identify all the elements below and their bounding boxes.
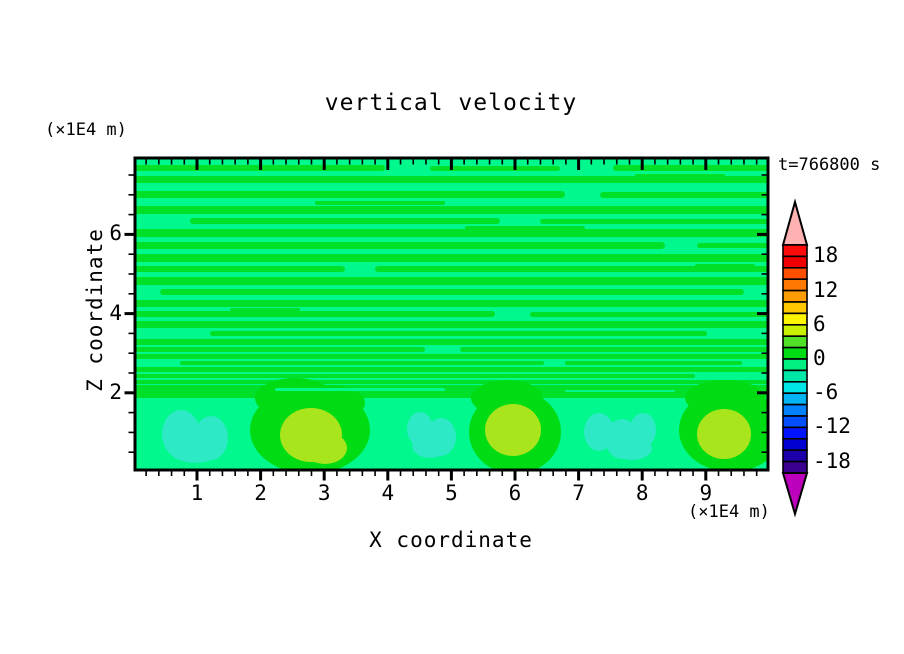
streak bbox=[135, 229, 768, 237]
x-tick-label: 8 bbox=[635, 481, 649, 505]
band-slits bbox=[275, 388, 675, 392]
slit bbox=[275, 388, 445, 391]
streak bbox=[210, 331, 707, 336]
colorbar-tick-label: 6 bbox=[813, 311, 826, 336]
colorbar-segment bbox=[782, 244, 808, 258]
y-tick-label: 4 bbox=[109, 300, 122, 325]
colorbar-segment bbox=[782, 437, 808, 451]
x-tick-label: 2 bbox=[254, 481, 267, 505]
streak bbox=[190, 218, 500, 224]
colorbar-segment bbox=[782, 278, 808, 292]
updraft-core bbox=[485, 404, 541, 456]
streak bbox=[600, 192, 768, 198]
x-axis-unit-label: (×1E4 m) bbox=[688, 502, 770, 522]
streak bbox=[180, 361, 544, 365]
colorbar-segment bbox=[782, 426, 808, 440]
colorbar-tick-label: 18 bbox=[813, 243, 839, 268]
updraft-core bbox=[697, 409, 751, 459]
streak bbox=[135, 339, 768, 345]
downdraft bbox=[612, 436, 652, 460]
streak bbox=[230, 308, 300, 311]
colorbar-segment bbox=[782, 460, 808, 474]
colorbar-tick-label: 0 bbox=[813, 346, 826, 370]
streak bbox=[135, 367, 768, 372]
streak bbox=[613, 165, 768, 171]
streak bbox=[460, 347, 768, 352]
streak bbox=[135, 191, 565, 198]
colorbar-arrow-down bbox=[781, 472, 809, 518]
x-tick-label: 5 bbox=[445, 481, 458, 505]
colorbar-segment bbox=[782, 392, 808, 406]
streak bbox=[135, 300, 768, 307]
streak bbox=[540, 219, 768, 224]
axis-ticks bbox=[124, 159, 767, 481]
colorbar-segment bbox=[782, 403, 808, 417]
plot-frame bbox=[133, 156, 770, 472]
streak bbox=[565, 361, 742, 365]
x-tick-label: 9 bbox=[699, 481, 713, 505]
streak bbox=[135, 354, 768, 359]
y-tick-label: 2 bbox=[109, 379, 122, 404]
colorbar-segment bbox=[782, 380, 808, 394]
contour-field bbox=[135, 158, 768, 470]
x-tick-label: 6 bbox=[508, 481, 522, 505]
colorbar-segment bbox=[782, 266, 808, 280]
downdraft bbox=[412, 434, 448, 458]
colorbar-tick-label: -12 bbox=[813, 414, 851, 439]
streak bbox=[135, 277, 768, 285]
colorbar-arrow-up bbox=[781, 198, 809, 246]
colorbar-segment bbox=[782, 369, 808, 383]
x-tick-label: 3 bbox=[317, 481, 331, 505]
streak bbox=[530, 312, 768, 317]
streak bbox=[315, 201, 445, 205]
colorbar-segment bbox=[782, 415, 808, 429]
colorbar-segment bbox=[782, 312, 808, 326]
streak bbox=[135, 374, 695, 378]
streak bbox=[375, 266, 768, 272]
streak bbox=[160, 289, 744, 295]
updraft-core bbox=[303, 432, 347, 464]
colorbar-segment bbox=[782, 335, 808, 349]
colorbar-segment bbox=[782, 449, 808, 463]
streak bbox=[135, 206, 768, 214]
streak bbox=[135, 311, 495, 317]
streak bbox=[135, 321, 768, 328]
colorbar-segment bbox=[782, 323, 808, 337]
updraft bbox=[685, 380, 765, 416]
x-tick-label: 7 bbox=[572, 481, 585, 505]
streak bbox=[465, 226, 585, 229]
colorbar-tick-label: -6 bbox=[813, 380, 839, 405]
downdraft-cells bbox=[162, 410, 656, 463]
y-tick-label: 6 bbox=[109, 221, 122, 246]
colorbar-segment bbox=[782, 301, 808, 315]
streak bbox=[697, 243, 768, 248]
y-axis-unit-label: (×1E4 m) bbox=[45, 120, 127, 140]
slit bbox=[565, 390, 675, 392]
plot-title: vertical velocity bbox=[324, 90, 578, 116]
colorbar-segment bbox=[782, 289, 808, 303]
colorbar-segment bbox=[782, 346, 808, 360]
colorbar-segment bbox=[782, 255, 808, 269]
streak bbox=[135, 347, 425, 352]
downdraft bbox=[169, 435, 221, 463]
colorbar bbox=[781, 198, 809, 518]
updraft-cores bbox=[280, 404, 751, 464]
x-tick-label: 1 bbox=[190, 481, 204, 505]
x-axis-title: X coordinate bbox=[369, 528, 533, 552]
streak bbox=[135, 176, 768, 183]
colorbar-tick-label: 12 bbox=[813, 277, 839, 302]
time-label: t=766800 s bbox=[778, 155, 881, 175]
streak bbox=[135, 242, 665, 249]
streak bbox=[135, 266, 345, 272]
colorbar-tick-label: -18 bbox=[813, 448, 851, 473]
streak bbox=[135, 254, 768, 262]
streak bbox=[430, 166, 560, 171]
x-tick-label: 4 bbox=[381, 481, 395, 505]
colorbar-segment bbox=[782, 358, 808, 372]
